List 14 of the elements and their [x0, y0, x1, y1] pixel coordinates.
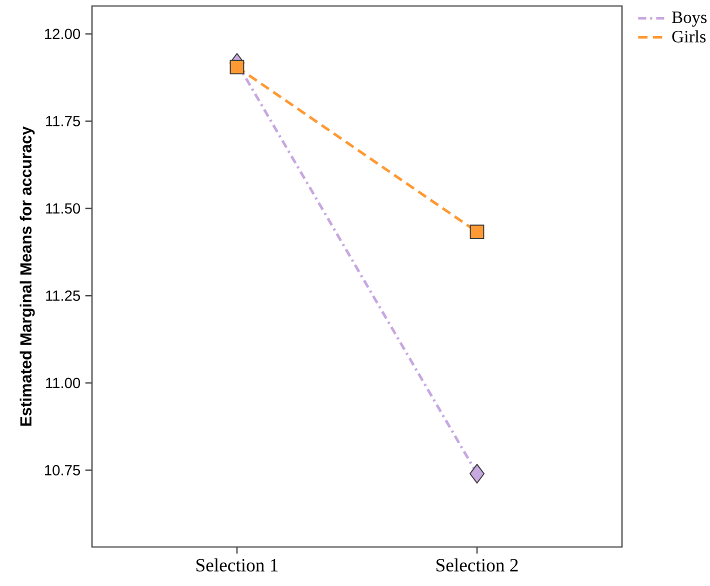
y-tick-label: 12.00 [45, 28, 80, 40]
point [469, 464, 485, 484]
x-tick-label: Selection 2 [436, 558, 518, 572]
point [470, 224, 484, 240]
x-tick-label: Selection 1 [196, 558, 278, 572]
y-tick-label: 10.75 [45, 465, 80, 476]
y-tick-label: 11.25 [46, 290, 80, 301]
legend-label: Boys [672, 12, 707, 27]
y-tick-label: 11.75 [46, 116, 80, 126]
y-axis-title: Estimated Marginal Means for accuracy [20, 126, 35, 426]
legend-label: Girls [672, 30, 706, 42]
y-tick-label: 11.00 [46, 378, 80, 388]
point [230, 60, 244, 74]
y-tick-label: 11.50 [46, 203, 80, 214]
